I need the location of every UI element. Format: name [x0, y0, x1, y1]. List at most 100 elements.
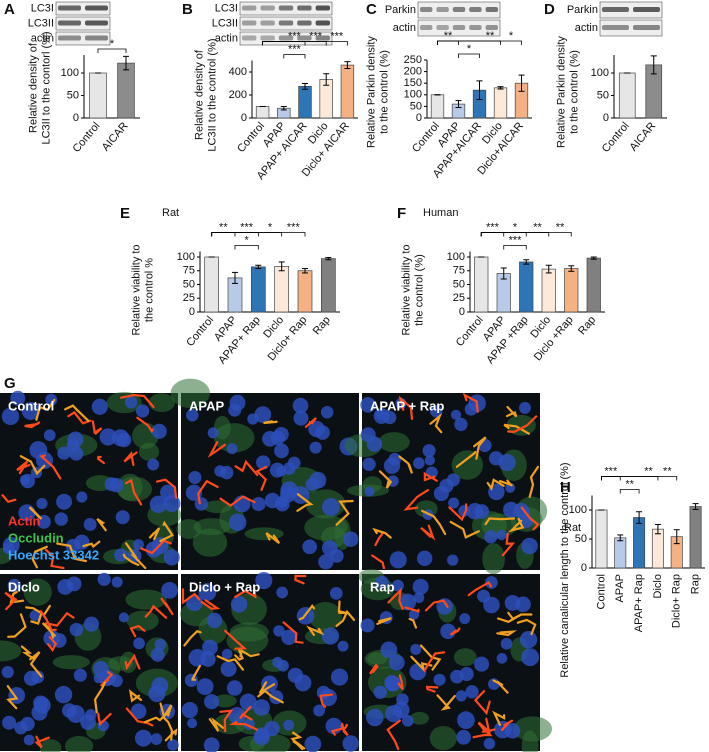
nucleus	[109, 477, 124, 493]
nucleus	[163, 495, 181, 513]
actin-signal	[125, 707, 154, 727]
nucleus	[337, 640, 349, 652]
nucleus	[239, 693, 257, 711]
nucleus	[151, 423, 167, 439]
actin-signal	[82, 540, 101, 549]
actin-signal	[298, 603, 316, 621]
nucleus	[375, 409, 386, 420]
panel-letter: C	[366, 1, 377, 18]
occludin-signal	[192, 528, 228, 557]
bar	[633, 517, 646, 569]
blot-band	[278, 20, 294, 26]
actin-signal	[292, 739, 306, 750]
actin-signal	[335, 499, 354, 526]
nucleus	[23, 734, 35, 746]
error-bar	[325, 257, 332, 261]
actin-signal	[496, 630, 518, 637]
actin-signal	[403, 489, 430, 511]
blot-band	[602, 7, 629, 12]
nucleus	[496, 529, 507, 541]
actin-signal	[207, 441, 226, 458]
occludin-signal	[64, 736, 94, 752]
micrograph-image	[180, 572, 359, 752]
nucleus	[318, 554, 334, 570]
nucleus	[220, 660, 237, 677]
actin-signal	[93, 681, 106, 714]
nucleus	[93, 661, 109, 677]
blot-label: LC3II	[212, 17, 238, 29]
error-bar	[280, 106, 287, 111]
nucleus	[360, 618, 375, 633]
actin-signal	[387, 587, 404, 610]
actin-signal	[424, 599, 449, 612]
occludin-signal	[148, 393, 175, 413]
occludin-signal	[170, 378, 210, 408]
significance-bracket	[503, 245, 527, 250]
nucleus	[316, 685, 331, 700]
nucleus	[456, 729, 472, 745]
blot-band	[242, 35, 257, 41]
bar	[541, 268, 556, 313]
significance-label: *	[509, 30, 514, 42]
actin-signal	[397, 674, 404, 690]
nucleus	[198, 583, 217, 601]
nucleus	[308, 420, 325, 438]
bar	[320, 258, 336, 313]
blot-label: actin	[575, 22, 598, 34]
nucleus	[255, 572, 273, 590]
actin-signal	[124, 478, 143, 506]
y-axis-label: Relative Parkin density	[555, 36, 567, 148]
actin-signal	[136, 416, 154, 434]
actin-signal	[16, 460, 31, 475]
nucleus	[373, 685, 387, 699]
actin-signal	[448, 503, 468, 522]
x-tick-label: Control	[184, 314, 216, 349]
nucleus	[114, 548, 128, 562]
nucleus	[496, 653, 508, 664]
actin-signal	[41, 622, 56, 639]
actin-signal	[501, 532, 516, 557]
y-tick-label: 250	[404, 54, 422, 66]
nucleus	[14, 721, 28, 735]
significance-bracket	[211, 232, 306, 237]
y-axis-label: Relative viability to	[400, 244, 412, 335]
actin-signal	[503, 423, 530, 435]
actin-signal	[507, 517, 525, 533]
significance-label: **	[444, 30, 453, 42]
nucleus	[330, 668, 349, 686]
error-bar	[518, 74, 525, 92]
nucleus	[97, 572, 111, 586]
panel-letter: D	[544, 1, 555, 18]
bar	[595, 509, 608, 569]
panel-letter: B	[182, 1, 193, 18]
actin-signal	[404, 606, 420, 613]
error-bar	[232, 271, 238, 284]
occludin-signal	[39, 739, 62, 752]
nucleus	[342, 735, 359, 752]
nucleus	[465, 685, 479, 699]
occludin-signal	[410, 711, 429, 725]
panel-letter: E	[120, 205, 130, 222]
nucleus	[57, 446, 71, 460]
significance-label: ***	[509, 234, 523, 246]
significance-label: *	[467, 43, 472, 55]
nucleus	[430, 405, 443, 418]
actin-signal	[265, 532, 281, 544]
nucleus	[133, 539, 144, 550]
significance-label: *	[268, 221, 273, 233]
occludin-signal	[213, 694, 237, 708]
nucleus	[253, 699, 270, 716]
bar	[274, 266, 290, 313]
y-axis-label: Relative canalicular length to the contr…	[559, 462, 571, 677]
actin-signal	[239, 705, 253, 721]
significance-label: ***	[287, 221, 301, 233]
nucleus	[226, 680, 243, 696]
nucleus	[76, 491, 88, 503]
actin-signal	[181, 588, 201, 605]
actin-signal	[520, 506, 540, 531]
y-tick-label: 50	[575, 533, 587, 545]
significance-bracket	[619, 489, 640, 494]
actin-signal	[372, 527, 392, 539]
significance-label: **	[219, 221, 228, 233]
nucleus	[360, 427, 376, 443]
